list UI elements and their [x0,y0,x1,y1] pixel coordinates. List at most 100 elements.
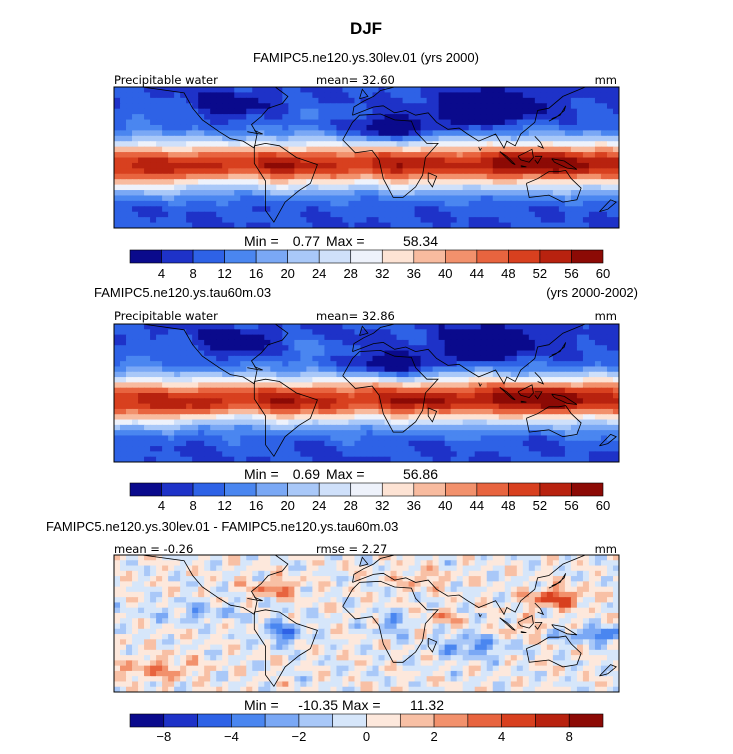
grid-cell [306,451,313,458]
grid-cell [444,345,452,352]
grid-cell [198,456,205,462]
grid-cell [372,146,380,153]
grid-cell [294,339,301,346]
grid-cell [252,211,259,218]
grid-cell [522,157,530,164]
grid-cell [198,195,205,202]
grid-cell [576,581,584,588]
grid-cell [540,324,548,330]
grid-cell [162,211,169,218]
grid-cell [576,570,584,577]
grid-cell [204,581,211,588]
grid-cell [570,146,578,153]
grid-cell [384,446,392,452]
colorbar-swatch [476,249,509,264]
grid-cell [180,355,187,362]
grid-cell [456,206,464,213]
grid-cell [222,206,229,213]
grid-cell [216,114,223,121]
grid-cell [252,576,259,582]
grid-cell [474,419,482,426]
grid-cell [264,408,271,415]
grid-cell [468,157,476,164]
grid-cell [546,334,554,341]
grid-cell [324,114,332,121]
grid-cell [588,206,596,213]
grid-cell [264,403,271,410]
grid-cell [252,419,259,426]
grid-cell [384,451,392,458]
grid-cell [144,200,151,207]
grid-cell [156,329,163,336]
grid-cell [414,403,422,410]
grid-cell [480,456,488,462]
grid-cell [168,108,175,115]
grid-cell [390,565,398,572]
grid-cell [516,430,524,437]
grid-cell [420,206,428,213]
grid-cell [594,200,602,207]
grid-cell [480,324,488,330]
grid-cell [510,430,518,437]
grid-cell [426,211,434,218]
grid-cell [492,200,500,207]
grid-cell [180,87,187,94]
grid-cell [354,345,362,352]
grid-cell [480,329,488,336]
grid-cell [282,334,289,341]
grid-cell [132,146,139,153]
grid-cell [528,393,536,399]
grid-cell [516,146,524,153]
grid-cell [216,419,223,426]
grid-cell [144,179,151,186]
panel-2-case-title: FAMIPC5.ne120.ys.tau60m.03 [94,285,271,300]
grid-cell [378,366,386,373]
grid-cell [426,398,434,405]
grid-cell [348,87,356,94]
grid-cell [114,451,121,458]
grid-cell [198,382,205,389]
grid-cell [456,366,464,373]
grid-cell [432,387,440,394]
grid-cell [546,103,554,110]
grid-cell [120,173,127,180]
grid-cell [144,146,151,153]
grid-cell [498,114,506,121]
grid-cell [402,371,410,378]
grid-cell [324,560,332,567]
grid-cell [540,222,548,228]
grid-cell [318,565,326,572]
grid-cell [498,403,506,410]
grid-cell [222,222,229,228]
grid-cell [270,152,277,159]
grid-cell [168,355,175,362]
grid-cell [390,339,398,346]
grid-cell [600,555,608,561]
grid-cell [600,135,608,142]
grid-cell [606,382,614,389]
grid-cell [498,581,506,588]
grid-cell [372,97,380,104]
grid-cell [414,211,422,218]
grid-cell [222,350,229,357]
grid-cell [192,157,199,164]
grid-cell [576,87,584,94]
grid-cell [300,200,307,207]
grid-cell [342,114,350,121]
grid-cell [564,211,572,218]
grid-cell [348,329,356,336]
grid-cell [600,211,608,218]
grid-cell [534,329,542,336]
grid-cell [564,124,572,131]
grid-cell [588,152,596,159]
grid-cell [366,398,374,405]
grid-cell [246,424,253,431]
grid-cell [252,200,259,207]
grid-cell [342,141,350,148]
grid-cell [414,339,422,346]
grid-cell [192,419,199,426]
grid-cell [228,195,235,202]
grid-cell [588,414,596,421]
grid-cell [402,570,410,577]
grid-cell [426,108,434,115]
